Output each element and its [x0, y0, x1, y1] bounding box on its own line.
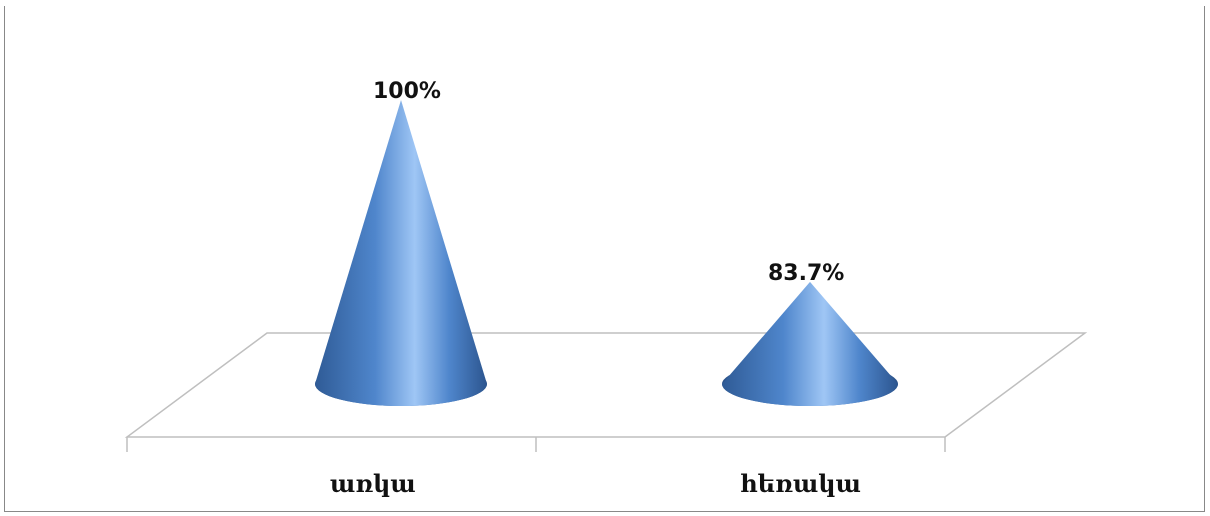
- cone-body-1: [315, 100, 487, 406]
- cone-body-2: [722, 281, 898, 406]
- chart-floor: [124, 332, 1088, 452]
- top-strip: [0, 0, 1210, 6]
- category-label-1: առկա: [330, 469, 416, 498]
- category-labels: առկա հեռակա: [330, 469, 861, 498]
- cone-series: [315, 100, 898, 406]
- data-labels: 100% 83.7%: [373, 79, 844, 286]
- cone-2: [722, 281, 898, 406]
- data-label-1: 100%: [373, 79, 441, 104]
- floor-plane: [124, 332, 1088, 438]
- category-label-2: հեռակա: [740, 469, 861, 498]
- data-label-2: 83.7%: [768, 261, 844, 286]
- cone-1: [315, 100, 487, 406]
